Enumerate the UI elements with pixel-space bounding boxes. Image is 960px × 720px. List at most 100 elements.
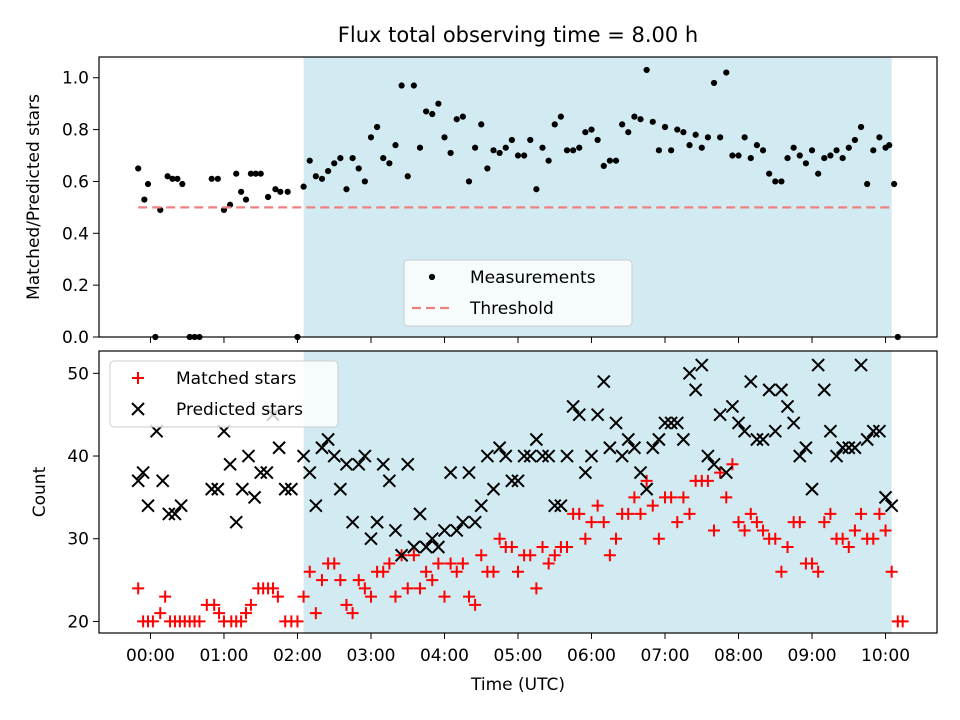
data-point: [674, 126, 681, 133]
data-point: [164, 173, 171, 180]
data-point: [361, 178, 368, 185]
data-point: [857, 123, 865, 131]
data-point: [208, 598, 221, 611]
data-point: [824, 507, 837, 520]
data-point: [725, 399, 740, 414]
data-point: [753, 142, 761, 149]
data-point: [701, 474, 714, 487]
data-point: [780, 399, 795, 414]
data-point: [885, 565, 898, 578]
data-point: [392, 142, 399, 149]
data-point: [815, 170, 822, 177]
data-point: [775, 565, 788, 578]
series-matched-stars: [132, 458, 909, 628]
data-point: [429, 110, 436, 118]
data-point: [505, 474, 519, 488]
data-point: [407, 540, 421, 554]
data-point: [766, 170, 773, 177]
data-point: [597, 516, 610, 529]
data-point: [141, 498, 155, 513]
data-point: [512, 565, 524, 578]
data-point: [545, 157, 552, 164]
legend-box: [109, 360, 339, 428]
data-point: [561, 540, 574, 553]
data-point: [818, 516, 831, 529]
data-point: [735, 152, 742, 159]
data-point: [891, 180, 898, 188]
data-point: [443, 465, 458, 480]
data-point: [668, 147, 675, 154]
data-point: [698, 144, 705, 151]
data-point: [686, 142, 693, 149]
data-point: [707, 457, 721, 472]
data-point: [606, 157, 613, 164]
data-point: [854, 358, 868, 372]
data-point: [257, 170, 264, 177]
data-point: [315, 441, 329, 455]
data-point: [355, 165, 362, 172]
top-legend: Measurements Threshold: [403, 259, 633, 327]
data-point: [793, 516, 806, 529]
data-point: [297, 590, 310, 603]
data-point: [741, 134, 748, 141]
data-point: [156, 474, 170, 488]
data-point: [514, 152, 522, 159]
data-point: [584, 449, 599, 463]
data-point: [806, 557, 819, 570]
data-point: [594, 136, 601, 144]
y-tick-label: 0.0: [62, 328, 89, 348]
data-point: [296, 449, 311, 463]
data-point: [848, 441, 862, 455]
bottom-x-axis-label: Time (UTC): [470, 675, 565, 695]
data-point: [842, 540, 855, 553]
y-tick-label: 20: [67, 612, 89, 632]
data-point: [609, 416, 623, 430]
bottom-y-ticks: 20 30 40 50: [67, 364, 99, 632]
data-point: [848, 524, 861, 537]
y-tick-label: 0.4: [62, 224, 89, 244]
data-point: [631, 113, 638, 120]
observing-window-span: [303, 351, 892, 633]
data-point: [521, 152, 528, 159]
data-point: [670, 416, 684, 430]
data-point: [772, 178, 779, 185]
data-point: [214, 175, 221, 182]
data-point: [720, 491, 733, 504]
data-point: [677, 491, 690, 504]
data-point: [179, 180, 186, 188]
data-point: [315, 574, 328, 587]
data-point: [634, 507, 647, 520]
data-point: [370, 515, 384, 529]
data-point: [661, 123, 669, 131]
data-point: [425, 532, 439, 546]
data-point: [462, 590, 475, 603]
data-point: [747, 155, 754, 162]
data-point: [750, 432, 764, 447]
legend-box: [403, 259, 633, 327]
data-point: [389, 590, 402, 603]
data-point: [723, 69, 730, 76]
data-point: [676, 432, 691, 447]
data-point: [867, 532, 880, 545]
data-point: [646, 441, 660, 455]
data-point: [615, 449, 629, 463]
data-point: [744, 374, 758, 389]
data-point: [438, 590, 451, 603]
data-point: [836, 532, 849, 545]
x-tick-label: 01:00: [199, 646, 248, 666]
data-point: [337, 155, 344, 162]
data-point: [413, 582, 426, 595]
data-point: [331, 160, 338, 167]
x-tick-label: 09:00: [788, 646, 837, 666]
data-point: [570, 147, 577, 154]
data-point: [769, 532, 782, 545]
data-point: [325, 167, 332, 175]
data-point: [762, 383, 776, 397]
data-point: [827, 152, 834, 159]
data-point: [339, 457, 354, 472]
data-point: [169, 175, 176, 182]
data-point: [671, 516, 684, 529]
legend-label: Matched stars: [176, 369, 296, 389]
data-point: [535, 449, 550, 463]
